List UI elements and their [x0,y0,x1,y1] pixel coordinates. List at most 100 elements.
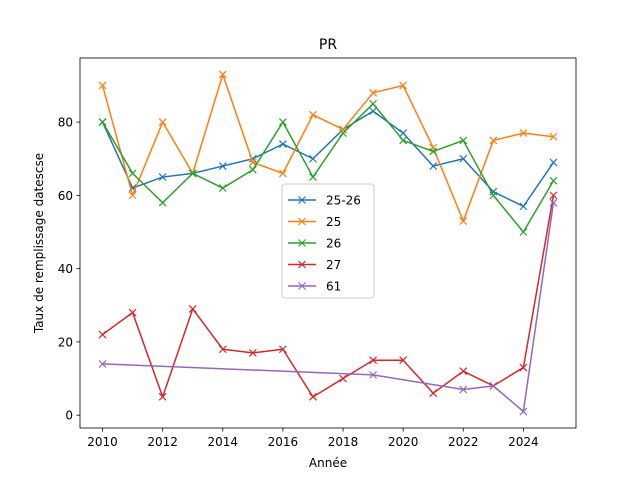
data-point [549,158,558,167]
data-point [519,407,528,416]
legend-label: 26 [326,237,341,251]
series-line [101,73,554,222]
data-point [519,202,528,211]
data-point [248,165,257,174]
legend-item: 27 [288,258,341,272]
x-tick-label: 2020 [388,435,419,449]
data-point [98,81,107,90]
data-point [459,385,468,394]
data-point [278,118,287,127]
x-tick-label: 2016 [268,435,299,449]
data-point [369,99,378,108]
data-point [549,176,558,185]
data-point [519,363,528,372]
data-point [218,70,227,79]
chart-title: PR [319,37,337,53]
legend-label: 25 [326,215,341,229]
data-point [459,217,468,225]
data-point [218,184,227,192]
data-point [278,140,287,149]
data-point [128,191,137,200]
data-point [309,173,317,181]
data-point [399,136,408,145]
data-point [489,381,498,390]
x-tick-label: 2010 [87,435,118,449]
legend-box [281,183,375,299]
legend: 25-26 25 26 27 61 [281,183,375,299]
x-tick-label: 2012 [147,435,178,449]
data-point [489,136,498,145]
data-point [549,191,558,200]
legend-label: 25-26 [326,194,361,208]
data-point [98,330,107,339]
y-tick-label: 0 [65,409,73,423]
data-point [158,118,167,127]
data-point [369,370,378,379]
data-point [98,118,107,127]
y-tick-label: 60 [58,189,73,203]
data-point [369,88,378,97]
axes-frame [79,57,577,429]
legend-label: 61 [326,280,341,294]
plot-area [98,70,558,416]
x-tick-label: 2024 [508,435,539,449]
data-point [429,147,438,156]
legend-item: 26 [288,237,341,251]
data-point [489,187,498,196]
series-61 [98,198,558,416]
data-point [218,162,227,170]
x-axis-title: Année [309,456,347,470]
series-27 [98,191,558,401]
y-axis-title: Taux de remplissage datescse [32,153,46,334]
data-point [369,356,378,365]
data-point [309,392,317,401]
data-point [339,374,347,383]
data-point [278,345,287,354]
x-tick-label: 2018 [328,435,359,449]
y-tick-label: 40 [58,262,73,276]
series-line [101,110,555,208]
data-point [158,173,167,181]
data-point [549,198,558,207]
data-point [549,132,558,141]
y-tick-label: 80 [58,116,73,130]
series-line [102,195,555,398]
data-point [399,129,408,138]
legend-marker [298,217,306,226]
data-point [158,198,167,207]
x-tick-label: 2014 [208,435,239,449]
data-point [248,348,257,357]
series-line [101,103,555,233]
data-point [128,308,137,317]
legend-marker [298,239,306,247]
data-point [218,345,227,354]
data-point [429,389,438,398]
data-point [459,136,468,145]
data-point [188,169,197,178]
legend-marker [298,282,306,290]
data-point [339,129,347,138]
series-26 [98,99,558,236]
data-point [519,228,528,236]
y-axis: 0 20 40 60 80 [58,116,80,423]
x-tick-label: 2022 [448,435,479,449]
data-point [188,305,197,313]
data-point [459,367,468,376]
data-point [128,169,137,178]
legend-item: 25 [288,215,341,229]
data-point [278,169,287,178]
data-point [489,191,498,200]
legend-marker [298,260,306,269]
data-point [309,110,317,119]
legend-item: 61 [288,280,341,294]
legend-label: 27 [326,258,341,272]
data-point [519,129,528,138]
data-point [98,359,107,368]
data-point [158,392,167,401]
data-point [459,154,468,163]
data-point [309,154,317,163]
x-axis: 2010 2012 2014 2016 2018 2020 2022 2024 [87,428,539,449]
legend-marker [298,196,306,204]
series-line [102,202,555,413]
